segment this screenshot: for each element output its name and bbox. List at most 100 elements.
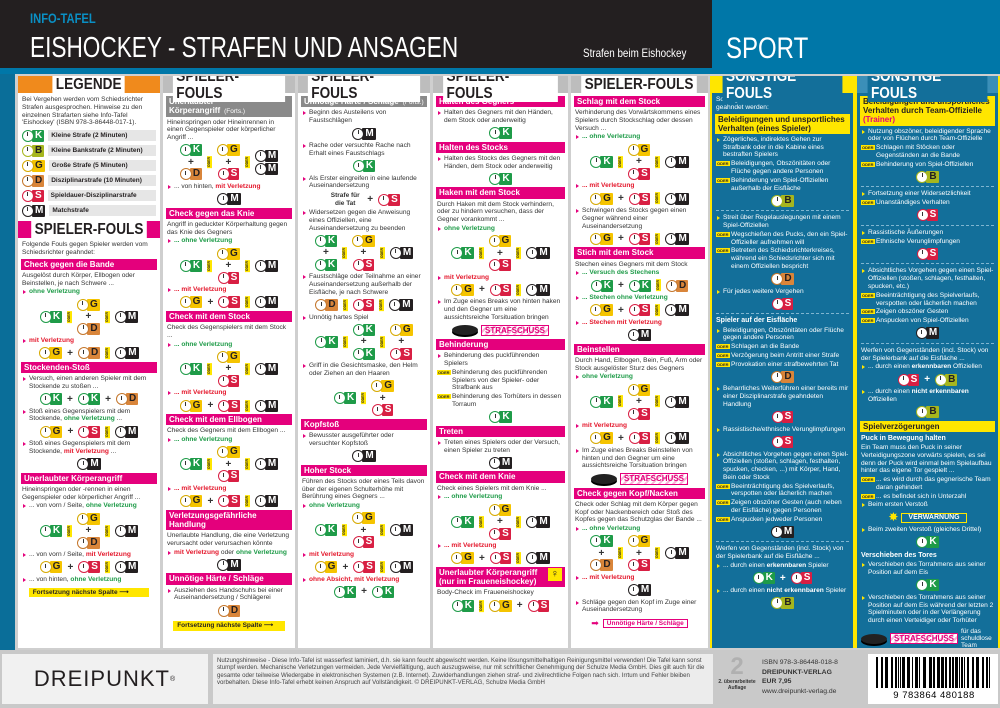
bullet-item: mit Verletzung oder ohne Verletzung — [167, 549, 291, 557]
penalty-M-badge: M — [389, 246, 414, 259]
usage-notice: Nutzungshinweise - Diese Info-Tafel ist … — [213, 654, 713, 704]
stopwatch-icon — [115, 393, 128, 406]
penalty-shot: STRAFSCHUSS für das schuldlose Team — [861, 628, 994, 648]
penalty-letter: D — [781, 370, 794, 383]
penalty-letter: S — [781, 411, 794, 424]
penalty-formula: G + S ODER M — [575, 432, 704, 445]
barcode-bar — [915, 657, 918, 688]
stopwatch-icon — [315, 299, 328, 312]
penalty-letter: M — [399, 246, 414, 259]
description: Stechen eines Gegners mit dem Stock — [575, 260, 688, 268]
description: Führen des Stocks oder eines Teils davon… — [302, 477, 425, 501]
oder-label: ODER — [516, 247, 522, 260]
barcode-bar — [891, 657, 893, 688]
penalty-formula: K — [861, 536, 994, 549]
penalty-M-badge: M — [665, 547, 689, 560]
bullet-item: Unnötig hartes Spiel — [302, 314, 426, 322]
penalty-letter: K — [49, 310, 63, 323]
legend-item: K Kleine Strafe (2 Minuten) — [22, 129, 156, 142]
description: Unerlaubte Handlung, die eine Verletzung… — [167, 532, 290, 547]
stopwatch-icon — [39, 524, 52, 537]
penalty-letter: M — [362, 127, 376, 140]
stopwatch-icon — [115, 347, 128, 360]
divider — [861, 186, 994, 188]
publisher-logo: DREIPUNKT ® — [2, 654, 208, 704]
barcode-bar — [979, 657, 982, 688]
oder-item: ODER Provokation einer strafbewehrten Tat — [716, 361, 849, 369]
bullet-item: Beim zweiten Verstoß (gleiches Drittel) — [861, 526, 994, 534]
oder-item: ODER Behinderung von Spiel-Offiziellen au… — [716, 177, 849, 193]
penalty-formula: D — [167, 604, 291, 617]
stopwatch-icon — [352, 536, 365, 549]
text-part: erkennbaren — [911, 363, 952, 371]
bullet-item: ... ohne Verletzung — [575, 133, 704, 141]
stopwatch-icon — [371, 404, 384, 417]
barcode-bar — [947, 657, 949, 688]
header-strip — [0, 68, 1000, 74]
penalty-letter: S — [638, 304, 651, 317]
penalty-M-badge: M — [526, 283, 550, 296]
oder-label: ODER — [716, 483, 730, 489]
section-title: Unerlaubter Körperangriff — [439, 567, 538, 577]
penalty-letter: K — [461, 599, 474, 612]
penalty-letter: M — [536, 552, 550, 565]
penalty-D-badge: D — [115, 393, 139, 406]
oder-label: ODER — [655, 432, 661, 445]
oder-item-text: Schlagen an die Bande — [731, 343, 800, 351]
text-part: ... durch einen — [868, 363, 912, 371]
section-title: Haken mit dem Stock — [439, 188, 520, 198]
oder-label: ODER — [617, 155, 623, 168]
cross-reference-link[interactable]: Unnötige Härte / Schläge — [602, 618, 688, 629]
text-part: ... durch einen — [723, 561, 767, 569]
oder-item: ODER Verzögerung beim Antritt einer Straf… — [716, 352, 849, 360]
barcode-digits: 9 783864 480188 — [893, 690, 975, 701]
penalty-K-badge: K — [451, 599, 474, 612]
oder-label: ODER — [655, 547, 661, 560]
bullet-item: ohne Verletzung — [302, 502, 426, 510]
text-part: mit Verletzung — [215, 182, 261, 190]
barcode-bars — [876, 657, 994, 688]
stopwatch-icon — [489, 259, 502, 272]
penalty-letter: D — [189, 168, 203, 181]
plus-sign: + — [636, 396, 642, 408]
penalty-K-badge: K — [22, 129, 45, 142]
penalty-M-badge: M — [665, 432, 689, 445]
penalty-letter: M — [264, 149, 279, 162]
penalty-letter: K — [362, 347, 375, 360]
section-heading: Verletzungsgefährliche Handlung — [166, 509, 292, 531]
barcode-bar — [883, 657, 885, 688]
column-heading-text: LEGENDE — [52, 76, 126, 93]
text-part: nicht erkennbaren — [911, 388, 969, 396]
stopwatch-icon — [916, 170, 929, 183]
section-heading: Haken mit dem Stock — [436, 187, 565, 199]
section-title: Treten — [439, 426, 464, 436]
stopwatch-icon — [352, 347, 365, 360]
penalty-shot-label: STRAFSCHUSS — [619, 473, 688, 485]
penalty-letter: M — [264, 296, 279, 309]
section-heading: Treten — [436, 425, 565, 437]
column-1: LEGENDE Bei Vergehen werden vom Schiedsri… — [18, 76, 160, 648]
penalty-B-badge: B — [916, 406, 939, 419]
penalty-formula: K — [437, 127, 564, 140]
stopwatch-icon — [771, 596, 784, 609]
penalty-letter: S — [88, 425, 100, 438]
oder-label: ODER — [716, 500, 730, 506]
stopwatch-icon — [352, 127, 365, 140]
stopwatch-icon — [489, 411, 502, 424]
text-part: Stoß eines Gegenspielers mit dem Stocken… — [29, 440, 131, 455]
penalty-formula: K + K ODER D — [575, 279, 704, 292]
section-title: Beinstellen — [577, 344, 620, 354]
penalty-formula: K + K — [302, 585, 426, 598]
cross-reference[interactable]: ➡ Unnötige Härte / Schläge — [575, 618, 704, 629]
penalty-D-badge: D — [666, 279, 689, 292]
oder-label: ODER — [617, 395, 623, 408]
plus-sign: + — [188, 156, 194, 168]
stopwatch-icon — [371, 380, 384, 393]
stopwatch-icon — [628, 279, 641, 292]
penalty-letter: M — [536, 283, 550, 296]
penalty-letter: S — [228, 296, 240, 309]
barcode-bar — [929, 657, 932, 688]
plus-sign: + — [497, 516, 503, 528]
stopwatch-icon — [488, 456, 501, 469]
penalty-G-badge: G — [217, 144, 240, 157]
